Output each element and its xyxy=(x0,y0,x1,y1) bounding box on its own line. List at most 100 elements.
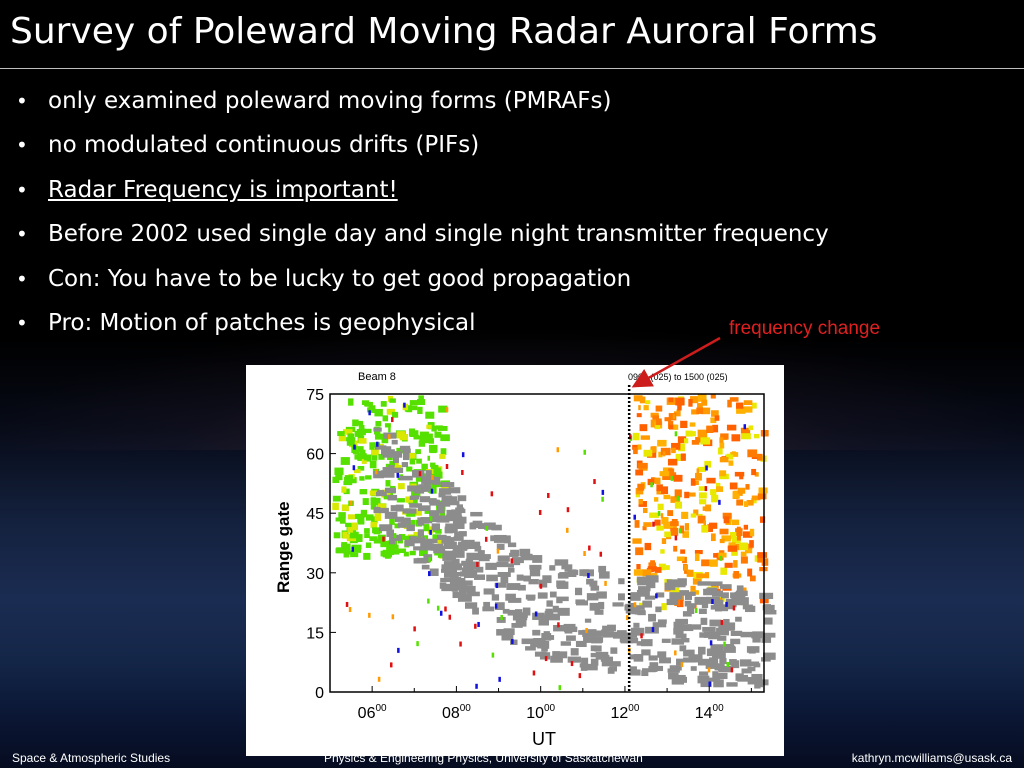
echo-cell xyxy=(358,438,367,444)
ground-scatter-cell xyxy=(624,605,634,611)
echo-speck xyxy=(583,449,586,455)
echo-speck xyxy=(431,474,434,480)
echo-cell xyxy=(394,523,400,529)
echo-speck xyxy=(726,661,730,667)
echo-cell xyxy=(731,550,738,556)
echo-cell xyxy=(635,469,644,476)
ground-scatter-cell xyxy=(675,633,687,639)
echo-cell xyxy=(363,454,372,461)
echo-cell xyxy=(670,587,680,595)
ground-scatter-cell xyxy=(556,596,563,604)
echo-speck xyxy=(556,447,560,453)
echo-cell xyxy=(365,514,374,521)
ground-scatter-cell xyxy=(590,658,599,666)
echo-speck xyxy=(638,405,641,411)
ground-scatter-cell xyxy=(657,651,667,658)
ground-scatter-cell xyxy=(727,600,737,608)
echo-cell xyxy=(690,513,697,518)
echo-cell xyxy=(350,552,359,558)
ground-scatter-cell xyxy=(636,589,650,597)
echo-cell xyxy=(345,550,355,555)
ground-scatter-cell xyxy=(694,596,708,605)
ground-scatter-cell xyxy=(575,640,587,648)
ground-scatter-cell xyxy=(716,627,729,636)
echo-speck xyxy=(511,639,514,645)
ground-scatter-cell xyxy=(373,506,381,514)
ground-scatter-cell xyxy=(428,538,438,544)
echo-speck xyxy=(578,673,582,679)
echo-cell xyxy=(701,559,710,567)
ground-scatter-cell xyxy=(429,510,440,517)
echo-cell xyxy=(659,471,670,477)
ground-scatter-cell xyxy=(401,462,409,468)
echo-cell xyxy=(696,573,706,579)
ground-scatter-cell xyxy=(474,545,482,552)
echo-cell xyxy=(416,458,422,464)
echo-cell xyxy=(406,466,413,472)
echo-speck xyxy=(696,468,700,474)
ground-scatter-cell xyxy=(761,635,772,643)
echo-cell xyxy=(647,566,657,572)
ground-scatter-cell xyxy=(428,498,437,504)
ground-scatter-cell xyxy=(406,524,415,532)
ground-scatter-cell xyxy=(629,654,641,660)
ground-scatter-cell xyxy=(713,599,724,608)
ground-scatter-cell xyxy=(386,529,395,537)
ground-scatter-cell xyxy=(669,592,683,600)
echo-speck xyxy=(723,641,726,647)
echo-speck xyxy=(510,558,514,564)
echo-cell xyxy=(750,497,757,504)
echo-speck xyxy=(500,615,503,621)
ground-scatter-cell xyxy=(610,661,621,667)
echo-cell xyxy=(419,436,425,443)
echo-cell xyxy=(719,442,725,449)
echo-cell xyxy=(747,449,758,458)
bullet-item: • Con: You have to be lucky to get good p… xyxy=(16,262,829,306)
bullet-text: Pro: Motion of patches is geophysical xyxy=(48,309,476,336)
ground-scatter-cell xyxy=(757,679,769,686)
echo-cell xyxy=(439,510,446,519)
echo-cell xyxy=(370,448,379,456)
echo-cell xyxy=(407,453,416,459)
range-time-plot: Beam 8 0900 (025) to 1500 (025) Range ga… xyxy=(274,371,777,749)
ground-scatter-cell xyxy=(400,517,411,525)
echo-cell xyxy=(649,512,659,518)
echo-speck xyxy=(588,545,591,551)
ground-scatter-cell xyxy=(525,594,536,600)
ground-scatter-cell xyxy=(706,587,717,593)
echo-speck xyxy=(368,410,371,416)
echo-cell xyxy=(704,460,712,468)
echo-cell xyxy=(667,510,674,517)
ground-scatter-cell xyxy=(648,613,657,622)
ground-scatter-cell xyxy=(438,492,446,498)
ground-scatter-cell xyxy=(762,604,775,611)
echo-cell xyxy=(662,467,673,472)
echo-cell xyxy=(363,428,372,434)
echo-cell xyxy=(730,452,739,457)
y-tick-label: 60 xyxy=(306,447,324,464)
ground-scatter-cell xyxy=(739,659,752,667)
ground-scatter-cell xyxy=(543,631,550,639)
echo-cell xyxy=(632,538,642,544)
ground-scatter-cell xyxy=(557,607,570,616)
echo-speck xyxy=(694,608,698,614)
echo-cell xyxy=(670,496,681,503)
ground-scatter-cell xyxy=(730,592,737,599)
echo-cell xyxy=(437,551,445,558)
echo-cell xyxy=(694,550,703,555)
ground-scatter-cell xyxy=(391,439,398,445)
ground-scatter-cell xyxy=(420,517,433,524)
ground-scatter-cell xyxy=(554,559,569,566)
echo-cell xyxy=(380,540,391,548)
echo-speck xyxy=(477,621,480,627)
echo-cell xyxy=(337,431,345,437)
echo-cell xyxy=(698,492,707,499)
echo-cell xyxy=(718,552,727,558)
echo-cell xyxy=(711,494,719,503)
echo-cell xyxy=(409,405,418,411)
ground-scatter-cell xyxy=(431,477,438,483)
echo-cell xyxy=(409,400,418,406)
ground-scatter-cell xyxy=(748,647,756,654)
echo-speck xyxy=(657,510,661,516)
echo-cell xyxy=(734,471,745,477)
